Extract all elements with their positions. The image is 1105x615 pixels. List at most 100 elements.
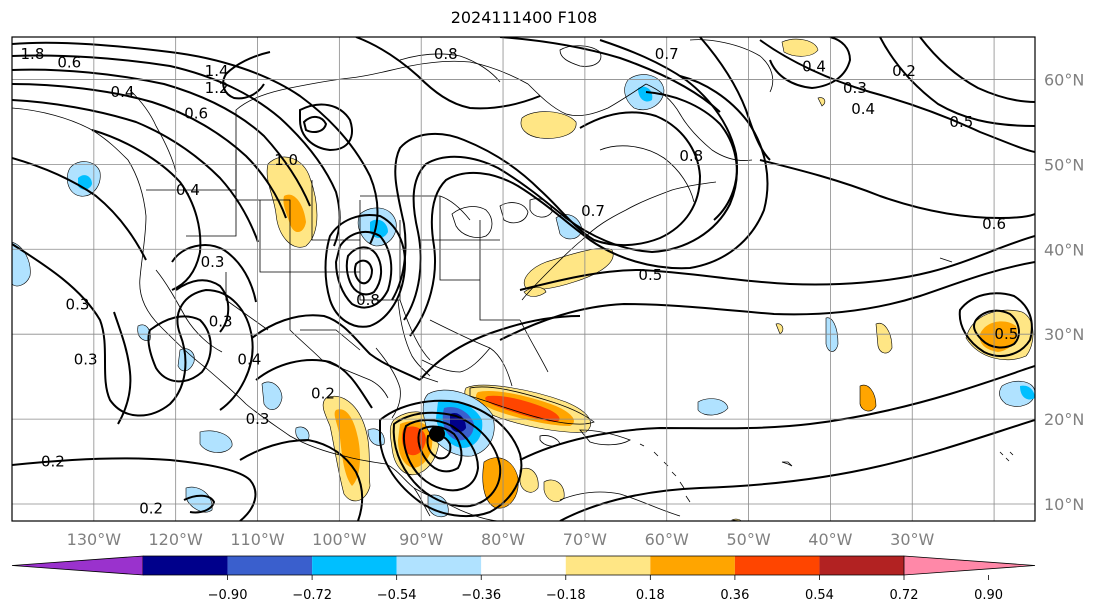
contour-label: 0.3 [843,79,867,97]
colorbar-segment [143,556,228,575]
shade-labrador-blue-core [638,86,653,102]
contour-line [12,83,287,219]
shade-carolina-yellow [523,287,547,297]
colorbar: −0.90 −0.72 −0.54 −0.36 −0.18 0.18 0.36 0.54 0.7… [11,555,1036,603]
contour-label: 0.8 [356,291,380,309]
lat-tick-label: 30°N [1044,325,1084,344]
colorbar-segment [734,556,820,575]
lon-tick-label: 80°W [481,530,525,549]
colorbar-segment [481,556,566,575]
gridlines [12,37,1035,521]
contour-label: 0.3 [74,351,98,369]
colorbar-segment [650,556,735,575]
contour-label: 1.0 [274,151,298,169]
contour-label: 0.7 [655,45,679,63]
anomaly-shading [12,38,1035,521]
lon-tick-label: 60°W [645,530,689,549]
contour-line [12,41,379,245]
contour-line [255,359,373,409]
shade-cuba-red [485,395,560,422]
map-title: 2024111400 F108 [450,8,598,27]
contour-line [147,315,212,383]
contour-line [958,292,1033,357]
contour-line [759,39,1035,153]
contour-label: 0.3 [246,410,270,428]
contour-label: 1.2 [205,79,229,97]
contour-line [12,457,257,521]
contour-line [599,39,738,221]
colorbar-tick-label: −0.54 [377,588,417,603]
contour-line [426,433,452,460]
map-panel: 1.8 0.6 0.8 0.7 1.41.2 0.4 0.6 0.4 0.3 0.2 0.4 0.5 1… [12,37,1035,521]
shade-caribbean-blue-small [697,398,729,416]
contour-line [12,99,259,243]
contour-line [222,51,271,100]
contour-line [353,259,374,285]
lon-tick-label: 40°W [808,530,852,549]
lon-tick-label: 30°W [890,530,934,549]
contour-label: 0.3 [209,312,233,330]
colorbar-segment [819,556,904,575]
contour-line [239,438,364,521]
contour-line [879,37,1035,127]
contour-line [12,157,147,261]
contour-labels: 1.8 0.6 0.8 0.7 1.41.2 0.4 0.6 0.4 0.3 0.2 0.4 0.5 1… [21,45,1019,517]
contour-line [345,246,382,296]
shade-rockies-orange [283,194,306,233]
lon-tick-label: 90°W [399,530,443,549]
contour-line [419,315,581,381]
lat-tick-label: 40°N [1044,240,1084,259]
contour-label: 1.4 [205,62,229,80]
colorbar-frame [143,555,904,576]
contour-label: 0.3 [66,295,90,313]
lat-tick-label: 60°N [1044,70,1084,89]
contour-line [12,54,341,247]
contour-label: 0.5 [949,113,973,131]
lat-axis: 60°N 50°N 40°N 30°N 20°N 10°N [1044,70,1084,514]
contour-line [402,419,480,492]
shade-venezuela-yellow [543,479,565,502]
shade-mid-atlantic-yellow [875,322,893,354]
contour-label: 0.3 [201,253,225,271]
shade-mid-atlantic-orange [859,384,877,412]
colorbar-tick-label: 0.36 [720,588,749,603]
contour-line [334,230,393,309]
colorbar-segment [227,556,313,575]
contour-line [973,309,1020,349]
contour-label: 0.2 [41,453,65,471]
shade-greenland-yellow [781,38,819,57]
contour-label: 0.4 [237,351,261,369]
lon-tick-label: 120°W [149,530,204,549]
shade-pacific-blue-3 [185,486,213,513]
shade-mexico-blue [261,381,283,410]
contour-line [12,68,311,207]
contour-label: 0.2 [311,385,335,403]
contour-label: 0.7 [581,202,605,220]
contour-label: 0.8 [679,147,703,165]
contour-line [699,37,771,161]
colorbar-tick-label: 0.90 [974,588,1003,603]
contour-line [324,214,406,328]
contour-line [519,235,1035,291]
colorbar-segment [396,556,482,575]
contour-label: 0.4 [802,58,826,76]
shade-canada-yellow [520,111,577,139]
contour-label: 0.4 [851,100,875,118]
colorbar-segment [565,556,651,575]
contour-line [355,37,541,110]
shade-mid-atlantic-blue [825,317,839,352]
colorbar-tick-label: −0.36 [461,588,501,603]
lon-axis: 130°W 120°W 110°W 100°W 90°W 80°W 70°W 60°W 50°W… [67,530,935,549]
contour-line [919,37,1035,103]
contour-line [559,419,1035,521]
contour-lines [12,37,1035,521]
colorbar-tick-label: −0.90 [208,588,248,603]
colorbar-tick-label: 0.54 [805,588,834,603]
shade-atlantic-blue-e-core [1020,385,1035,400]
contour-line [175,279,230,333]
contour-line [499,37,721,113]
contour-line [519,365,1035,461]
colorbar-extend-high [903,555,1036,576]
shade-central-am-yellow [519,468,539,493]
colorbar-extend-low [11,555,144,576]
